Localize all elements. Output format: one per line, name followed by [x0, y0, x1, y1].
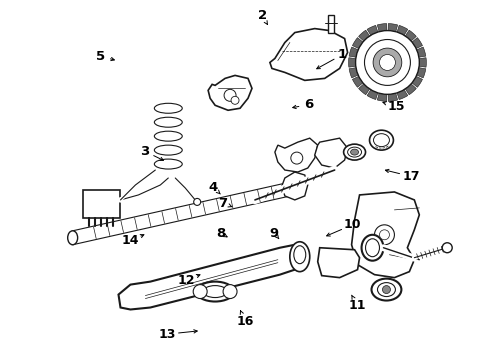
Ellipse shape [371, 279, 401, 301]
Ellipse shape [347, 147, 362, 157]
Ellipse shape [154, 103, 182, 113]
Ellipse shape [154, 159, 182, 169]
Polygon shape [315, 138, 347, 168]
Circle shape [442, 243, 452, 253]
Circle shape [379, 230, 390, 240]
Circle shape [356, 31, 419, 94]
Ellipse shape [373, 134, 390, 147]
Ellipse shape [196, 282, 234, 302]
Text: 14: 14 [122, 234, 139, 247]
Circle shape [291, 152, 303, 164]
Ellipse shape [294, 246, 306, 264]
Ellipse shape [383, 285, 391, 293]
Wedge shape [388, 62, 426, 78]
Text: 17: 17 [402, 170, 420, 183]
Wedge shape [388, 62, 422, 87]
Text: 10: 10 [343, 218, 361, 231]
Circle shape [223, 285, 237, 298]
Wedge shape [388, 62, 408, 99]
Bar [328, 15, 334, 32]
Wedge shape [388, 58, 426, 67]
Circle shape [373, 48, 402, 77]
Ellipse shape [154, 145, 182, 155]
Ellipse shape [203, 285, 227, 298]
Text: 13: 13 [158, 328, 175, 341]
Circle shape [224, 89, 236, 101]
Polygon shape [352, 192, 419, 278]
Text: 11: 11 [348, 299, 366, 312]
Wedge shape [388, 62, 397, 101]
Ellipse shape [366, 239, 379, 257]
Ellipse shape [377, 283, 395, 297]
Circle shape [194, 198, 201, 206]
Circle shape [193, 285, 207, 298]
Text: 2: 2 [258, 9, 267, 22]
Text: 3: 3 [140, 145, 149, 158]
Circle shape [365, 40, 411, 85]
Ellipse shape [68, 231, 77, 245]
Polygon shape [282, 172, 308, 200]
Wedge shape [377, 23, 388, 62]
Text: 1: 1 [338, 48, 347, 61]
Wedge shape [349, 47, 388, 62]
Wedge shape [367, 25, 388, 62]
Text: 9: 9 [270, 226, 279, 239]
Wedge shape [349, 62, 388, 78]
Ellipse shape [154, 117, 182, 127]
Ellipse shape [154, 131, 182, 141]
Wedge shape [388, 37, 422, 62]
Wedge shape [388, 25, 408, 62]
Circle shape [374, 225, 394, 245]
Text: 8: 8 [216, 226, 225, 239]
Bar [83, 190, 121, 218]
Polygon shape [318, 248, 360, 278]
Ellipse shape [343, 144, 366, 160]
Ellipse shape [362, 235, 384, 261]
Text: 4: 4 [209, 181, 218, 194]
Text: 15: 15 [388, 100, 405, 113]
Text: 7: 7 [219, 197, 227, 210]
Circle shape [231, 96, 239, 104]
Wedge shape [388, 47, 426, 62]
Wedge shape [348, 58, 388, 67]
Wedge shape [352, 62, 388, 87]
Wedge shape [388, 30, 416, 62]
Wedge shape [352, 37, 388, 62]
Ellipse shape [290, 242, 310, 272]
Text: 16: 16 [236, 315, 254, 328]
Text: 5: 5 [97, 50, 105, 63]
Circle shape [379, 54, 395, 71]
Ellipse shape [350, 149, 359, 155]
Polygon shape [275, 138, 318, 172]
Polygon shape [208, 75, 252, 110]
Wedge shape [367, 62, 388, 99]
Ellipse shape [369, 130, 393, 150]
Wedge shape [359, 30, 388, 62]
Polygon shape [270, 28, 347, 80]
Wedge shape [377, 62, 388, 101]
Text: 6: 6 [304, 98, 313, 111]
Wedge shape [359, 62, 388, 95]
Text: 12: 12 [178, 274, 195, 287]
Wedge shape [388, 62, 416, 95]
Polygon shape [119, 245, 305, 310]
Wedge shape [388, 23, 397, 62]
